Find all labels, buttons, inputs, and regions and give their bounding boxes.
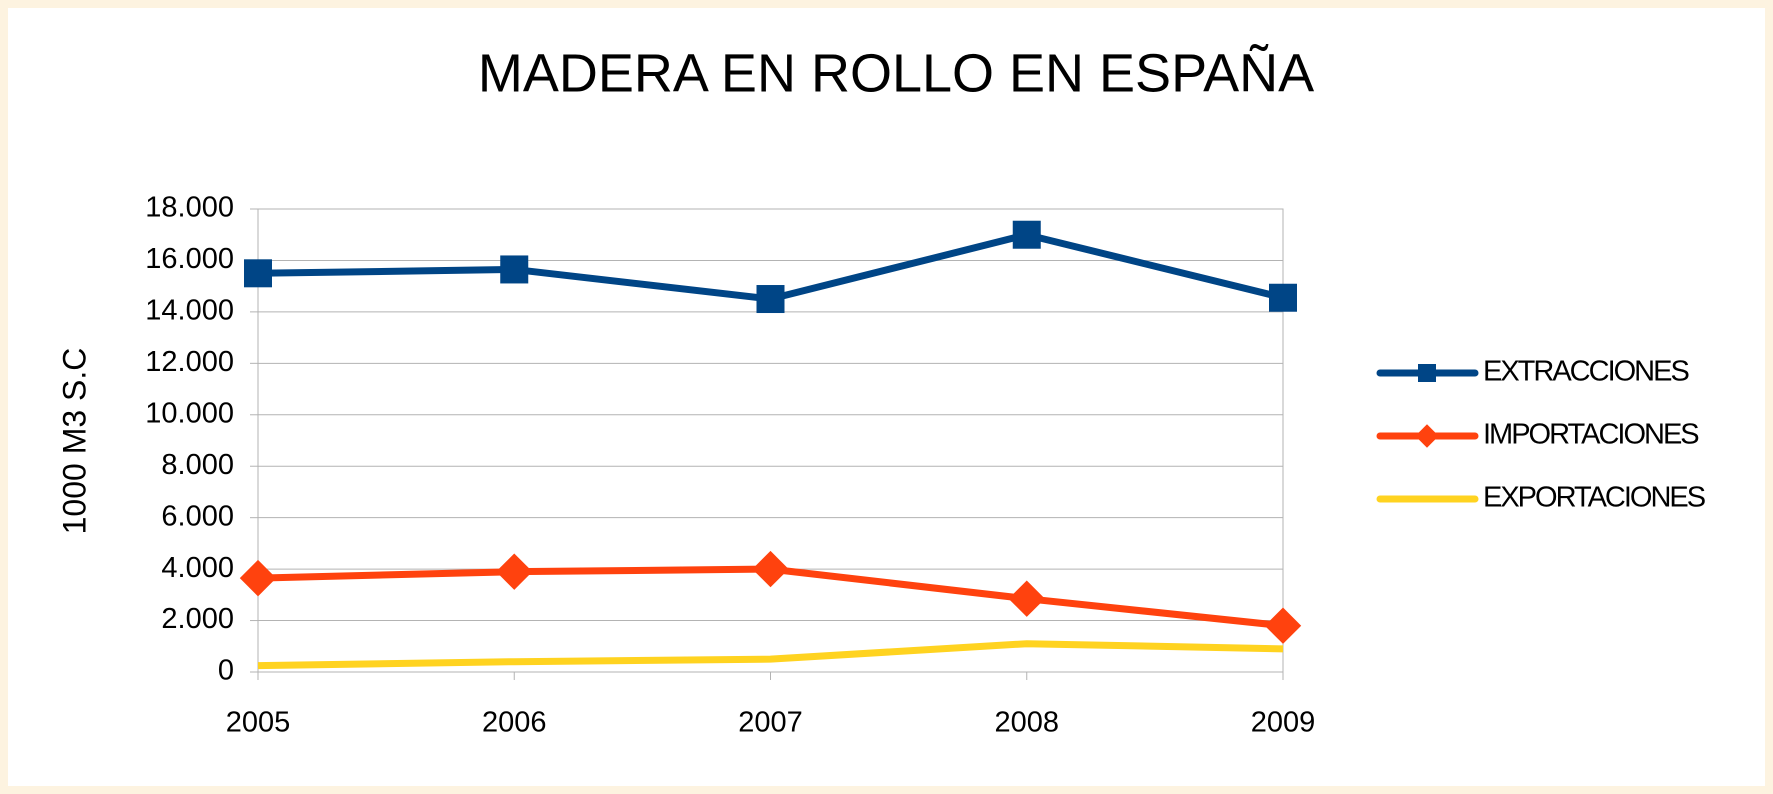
y-tick-label: 16.000 (145, 243, 234, 275)
x-tick-label: 2006 (482, 707, 547, 739)
y-tick-label: 18.000 (145, 192, 234, 224)
marker (1415, 424, 1439, 448)
series-line (257, 640, 1284, 670)
y-tick-label: 14.000 (145, 295, 234, 327)
x-tick-label: 2007 (738, 707, 803, 739)
chart-title: MADERA EN ROLLO EN ESPAÑA (478, 43, 1314, 103)
legend-label: IMPORTACIONES (1483, 419, 1699, 451)
marker (752, 550, 789, 588)
x-tick-label: 2009 (1251, 707, 1316, 739)
marker (1264, 607, 1302, 644)
legend-label: EXTRACCIONES (1483, 356, 1689, 388)
marker (244, 259, 272, 288)
y-tick-label: 0 (218, 655, 234, 687)
y-tick-label: 6.000 (161, 500, 234, 532)
marker (1008, 580, 1045, 617)
x-tick-label: 2008 (994, 707, 1059, 739)
marker (756, 285, 785, 314)
y-tick-label: 2.000 (161, 603, 234, 635)
legend-label: EXPORTACIONES (1483, 482, 1706, 514)
marker (1012, 220, 1041, 249)
y-tick-label: 8.000 (161, 449, 234, 481)
marker (500, 255, 529, 284)
y-tick-label: 12.000 (145, 346, 234, 378)
y-tick-label: 10.000 (145, 397, 234, 429)
marker (1269, 283, 1297, 312)
y-tick-label: 4.000 (161, 552, 234, 584)
x-tick-label: 2005 (226, 707, 291, 739)
marker (239, 559, 277, 597)
chart-background (8, 8, 1765, 786)
marker (1418, 364, 1436, 382)
y-axis-label: 1000 M3 S.C (56, 348, 92, 535)
marker (496, 553, 533, 590)
